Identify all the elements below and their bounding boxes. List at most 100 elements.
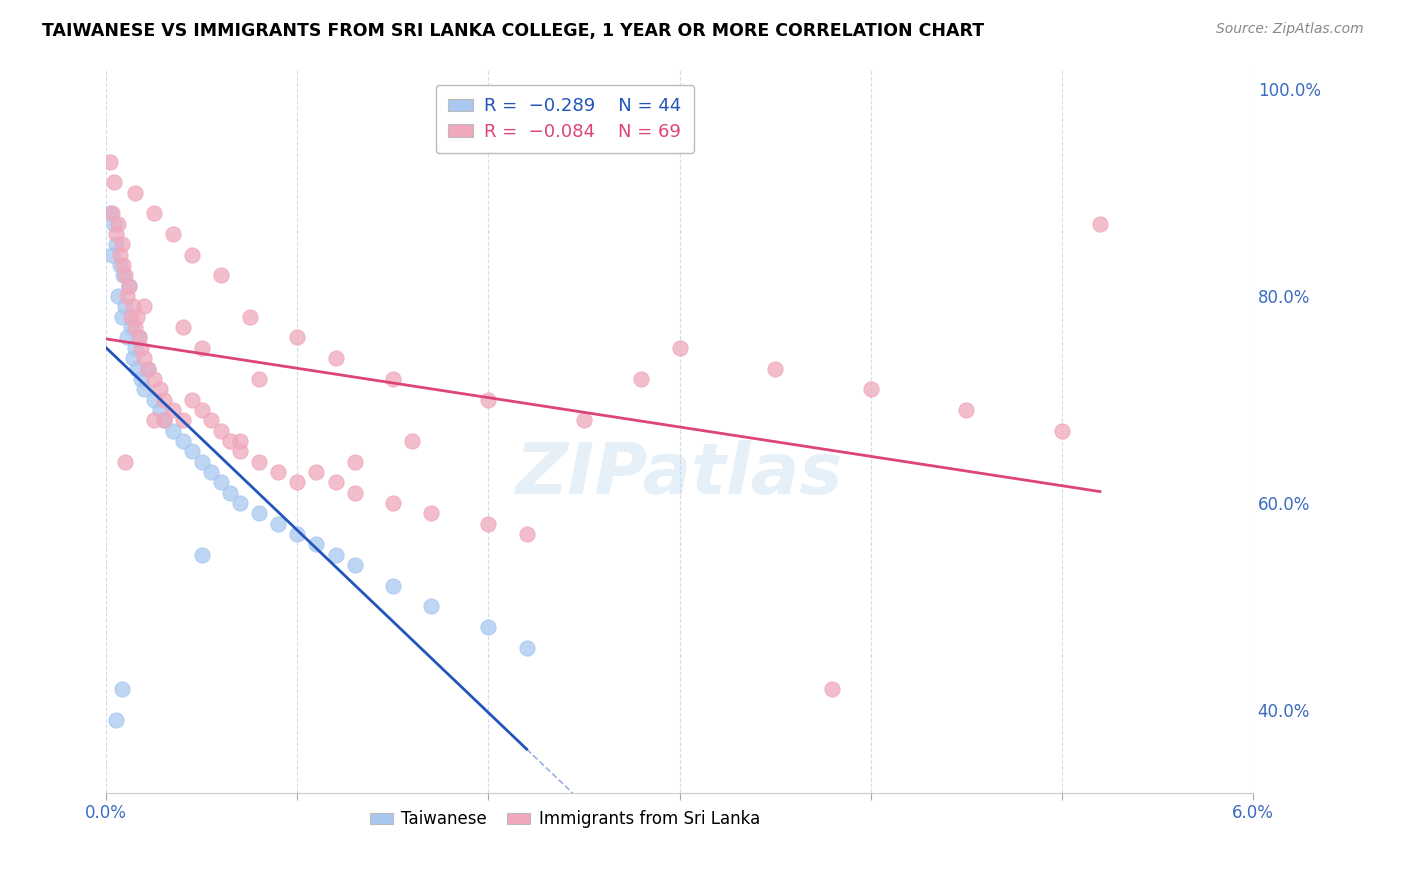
Point	[285, 330, 308, 344]
Point	[162, 227, 184, 241]
Point	[103, 175, 125, 189]
Point	[110, 310, 132, 324]
Point	[229, 496, 252, 510]
Point	[209, 475, 232, 490]
Point	[112, 268, 135, 283]
Point	[98, 206, 121, 220]
Point	[305, 537, 328, 551]
Point	[128, 330, 150, 344]
Point	[420, 599, 443, 614]
Point	[98, 154, 121, 169]
Point	[181, 392, 204, 407]
Point	[200, 413, 222, 427]
Point	[122, 300, 145, 314]
Text: ZIPatlas: ZIPatlas	[516, 440, 844, 508]
Point	[401, 434, 423, 448]
Point	[1050, 424, 1073, 438]
Point	[381, 496, 404, 510]
Point	[152, 413, 174, 427]
Point	[229, 434, 252, 448]
Point	[219, 434, 242, 448]
Point	[107, 289, 129, 303]
Point	[668, 341, 690, 355]
Point	[763, 361, 786, 376]
Point	[104, 227, 127, 241]
Point	[219, 485, 242, 500]
Point	[152, 392, 174, 407]
Point	[101, 248, 124, 262]
Point	[381, 579, 404, 593]
Point	[104, 237, 127, 252]
Point	[107, 217, 129, 231]
Point	[117, 289, 139, 303]
Point	[143, 413, 166, 427]
Point	[125, 361, 148, 376]
Point	[343, 558, 366, 572]
Point	[124, 186, 146, 200]
Point	[134, 351, 156, 366]
Point	[118, 278, 141, 293]
Point	[124, 341, 146, 355]
Point	[117, 330, 139, 344]
Point	[630, 372, 652, 386]
Legend: Taiwanese, Immigrants from Sri Lanka: Taiwanese, Immigrants from Sri Lanka	[363, 804, 766, 835]
Point	[516, 640, 538, 655]
Point	[191, 403, 214, 417]
Point	[955, 403, 977, 417]
Point	[162, 424, 184, 438]
Point	[114, 455, 136, 469]
Point	[103, 217, 125, 231]
Point	[129, 372, 152, 386]
Point	[209, 268, 232, 283]
Point	[143, 392, 166, 407]
Point	[267, 465, 290, 479]
Point	[108, 258, 131, 272]
Point	[136, 361, 159, 376]
Point	[325, 548, 347, 562]
Point	[191, 455, 214, 469]
Point	[267, 516, 290, 531]
Point	[125, 310, 148, 324]
Point	[128, 330, 150, 344]
Point	[110, 237, 132, 252]
Point	[200, 465, 222, 479]
Text: Source: ZipAtlas.com: Source: ZipAtlas.com	[1216, 22, 1364, 37]
Point	[149, 382, 172, 396]
Point	[136, 361, 159, 376]
Point	[285, 475, 308, 490]
Point	[114, 300, 136, 314]
Point	[477, 392, 499, 407]
Point	[152, 413, 174, 427]
Point	[120, 310, 142, 324]
Point	[477, 620, 499, 634]
Point	[181, 444, 204, 458]
Point	[343, 485, 366, 500]
Point	[134, 300, 156, 314]
Point	[143, 372, 166, 386]
Point	[247, 372, 270, 386]
Point	[238, 310, 260, 324]
Point	[181, 248, 204, 262]
Point	[572, 413, 595, 427]
Point	[821, 682, 844, 697]
Point	[112, 258, 135, 272]
Point	[129, 341, 152, 355]
Point	[1088, 217, 1111, 231]
Point	[134, 382, 156, 396]
Point	[162, 403, 184, 417]
Point	[104, 713, 127, 727]
Point	[477, 516, 499, 531]
Point	[325, 351, 347, 366]
Point	[859, 382, 882, 396]
Point	[114, 268, 136, 283]
Point	[343, 455, 366, 469]
Point	[172, 320, 194, 334]
Point	[325, 475, 347, 490]
Point	[172, 434, 194, 448]
Point	[191, 548, 214, 562]
Point	[285, 527, 308, 541]
Point	[101, 206, 124, 220]
Point	[122, 351, 145, 366]
Point	[124, 320, 146, 334]
Point	[149, 403, 172, 417]
